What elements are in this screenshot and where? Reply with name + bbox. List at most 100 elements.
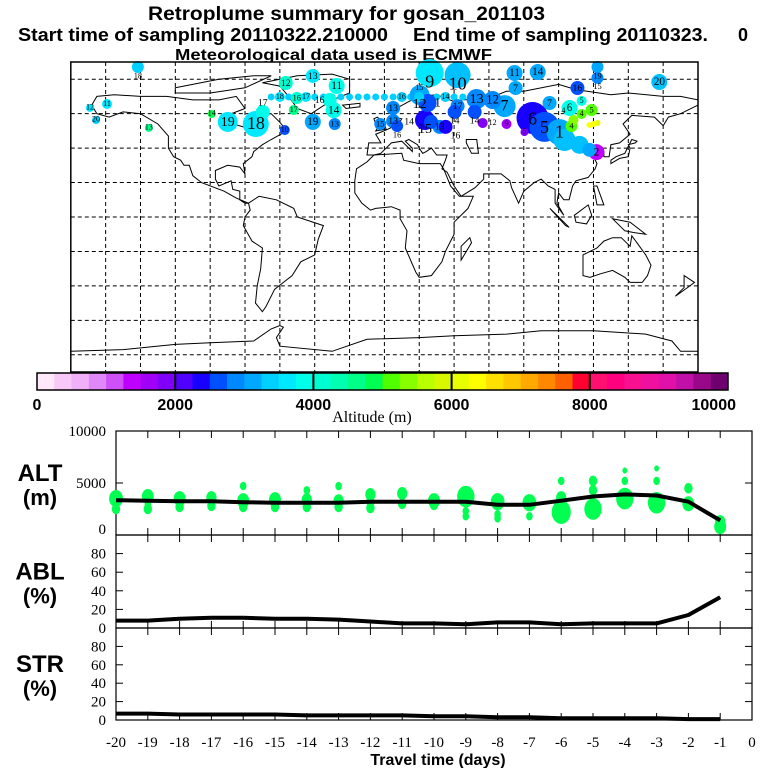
colorbar-swatch xyxy=(313,373,332,390)
colorbar-swatch xyxy=(365,373,383,390)
coastline-sumatra xyxy=(549,208,570,228)
colorbar-swatch xyxy=(486,373,504,390)
plume-marker xyxy=(553,129,576,152)
plume-marker xyxy=(391,120,404,133)
plume-day-label: 13 xyxy=(145,123,153,132)
altitude-cluster-dot xyxy=(335,481,342,491)
x-tick-label: -7 xyxy=(523,735,536,751)
plume-day-label: 11 xyxy=(103,99,111,108)
time-series-panels: 1000050000ALT(m)806040200ABL(%)806040200… xyxy=(15,424,755,768)
plume-day-label: 16 xyxy=(451,131,461,142)
x-tick-label: -19 xyxy=(138,735,158,751)
plume-marker xyxy=(290,91,303,104)
colorbar-swatch xyxy=(434,373,453,390)
colorbar-swatch xyxy=(296,373,314,390)
plume-day-label: 9 xyxy=(505,119,509,128)
x-tick-label: -10 xyxy=(424,735,444,751)
plume-marker xyxy=(305,68,320,83)
plume-marker xyxy=(374,118,387,130)
plume-marker xyxy=(529,63,546,80)
plume-strip-marker xyxy=(311,93,319,101)
altitude-cluster-dot xyxy=(397,487,408,500)
plume-marker xyxy=(477,117,488,128)
y-tick-label: 60 xyxy=(91,565,106,581)
plume-day-label: 17 xyxy=(290,105,298,114)
plume-marker xyxy=(92,116,101,125)
colorbar-swatch xyxy=(572,373,591,390)
plume-marker xyxy=(570,81,585,96)
plume-marker xyxy=(576,95,587,106)
plume-marker xyxy=(322,93,337,108)
x-tick-label: -20 xyxy=(106,735,126,751)
plume-marker xyxy=(386,100,401,115)
altitude-colorbar: 0 2000 4000 6000 8000 10000 Altitude (m) xyxy=(33,372,736,426)
plume-day-label: 7 xyxy=(547,98,552,109)
plume-day-label: 11 xyxy=(331,80,342,92)
plume-marker xyxy=(561,99,578,116)
plume-marker xyxy=(415,59,444,88)
plume-marker xyxy=(131,60,144,73)
x-tick-label: -2 xyxy=(682,735,695,751)
plume-day-label: 5 xyxy=(580,96,584,105)
x-tick-label: -16 xyxy=(233,735,253,751)
plume-day-label: 9 xyxy=(425,72,434,92)
x-tick-label: -18 xyxy=(170,735,190,751)
plume-day-label: 15 xyxy=(415,83,423,92)
plume-day-label: 14 xyxy=(441,92,449,101)
plume-day-label: 13 xyxy=(331,119,339,128)
plume-marker xyxy=(466,89,487,110)
altitude-cluster-dot xyxy=(622,467,628,474)
altitude-cluster-dot xyxy=(588,484,598,496)
colorbar-tick-label: 2000 xyxy=(157,397,193,414)
plume-marker xyxy=(274,91,285,102)
altitude-cluster-dot xyxy=(239,481,247,491)
plume-day-label: 16 xyxy=(393,130,401,139)
colorbar-swatch xyxy=(209,373,228,390)
altitude-cluster-dot xyxy=(494,514,501,523)
coastline-philippines xyxy=(592,185,605,206)
plume-marker xyxy=(301,91,311,102)
plume-marker xyxy=(102,99,113,110)
y-tick-label: 0 xyxy=(99,621,107,637)
coastline-australia xyxy=(582,234,652,283)
coastline-iceland xyxy=(341,102,361,110)
colorbar-swatch xyxy=(399,373,418,390)
plume-marker xyxy=(207,110,216,119)
y-tick-label: 10000 xyxy=(69,424,107,440)
y-tick-label: 80 xyxy=(91,547,106,563)
x-tick-label: -1 xyxy=(714,735,727,751)
plume-marker xyxy=(438,119,453,134)
plume-day-label: 12 xyxy=(486,93,499,107)
plume-day-label: 14 xyxy=(450,116,460,127)
plume-day-label: 10 xyxy=(449,73,467,93)
plume-day-label: 13 xyxy=(435,122,445,133)
plume-day-label: 4 xyxy=(580,109,584,118)
panel-unit: (%) xyxy=(23,676,57,701)
plume-day-label: 18 xyxy=(276,92,284,101)
plume-marker xyxy=(278,76,293,91)
y-tick-label: 20 xyxy=(91,695,106,711)
plume-day-label: 1 xyxy=(434,96,440,110)
x-tick-label: -17 xyxy=(201,735,221,751)
x-tick-label: -3 xyxy=(650,735,663,751)
colorbar-tick-label: 4000 xyxy=(296,397,332,414)
plume-marker xyxy=(506,65,523,82)
coastline-south-america xyxy=(242,195,325,313)
plume-day-label: 19 xyxy=(307,116,319,128)
colorbar-swatch xyxy=(157,373,176,390)
plume-day-label: 4 xyxy=(569,121,574,130)
plume-strip-marker xyxy=(346,93,354,101)
x-tick-label: -4 xyxy=(619,735,632,751)
panel-frame xyxy=(115,627,753,721)
panel-unit: (%) xyxy=(23,584,57,609)
colorbar-swatch xyxy=(624,373,643,390)
colorbar-swatch xyxy=(589,373,608,390)
plume-day-label: 19 xyxy=(593,71,601,80)
plume-day-label: 15 xyxy=(593,82,601,91)
colorbar-swatch xyxy=(537,373,556,390)
colorbar-swatch xyxy=(88,373,107,390)
x-tick-label: -15 xyxy=(265,735,285,751)
